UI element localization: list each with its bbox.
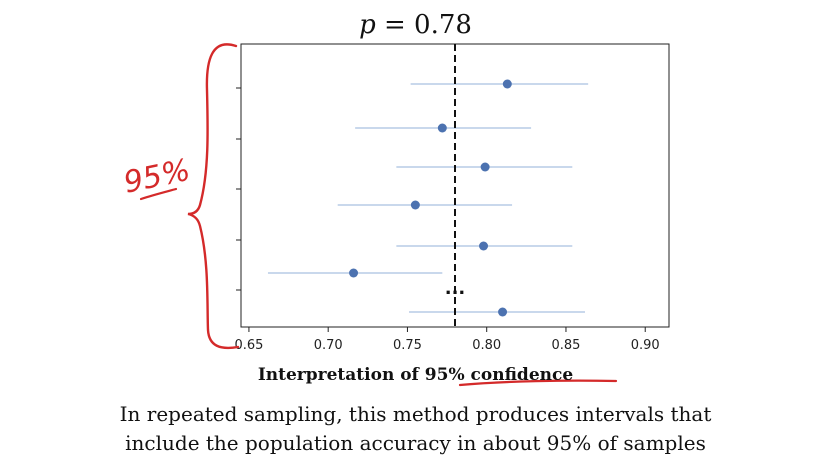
point-estimate — [410, 200, 420, 210]
x-tick-label: 0.85 — [551, 338, 580, 353]
x-tick-label: 0.90 — [631, 338, 660, 353]
point-estimate — [498, 307, 508, 317]
point-estimate — [479, 241, 489, 251]
caption-underline — [458, 379, 618, 387]
caption-highlight: 95% confidence — [424, 365, 574, 385]
explanation-line-1: In repeated sampling, this method produc… — [119, 402, 712, 426]
y-ticks — [236, 87, 241, 291]
point-layer — [349, 79, 512, 317]
brace-annotation — [187, 43, 240, 350]
x-tick-label: 0.80 — [472, 338, 501, 353]
x-tick-label: 0.70 — [314, 338, 343, 353]
point-estimate — [349, 268, 359, 278]
point-estimate — [502, 79, 512, 89]
title-variable: p — [359, 10, 376, 40]
x-ticks: 0.65 0.70 0.75 0.80 0.85 0.90 — [234, 327, 660, 353]
x-tick-label: 0.65 — [234, 338, 263, 353]
title-value: = 0.78 — [375, 10, 472, 40]
plot-title: p = 0.78 — [0, 10, 831, 40]
ellipsis-label: ... — [445, 278, 466, 299]
point-estimate — [437, 123, 447, 133]
interval-layer — [267, 83, 589, 313]
explanation-text: In repeated sampling, this method produc… — [0, 400, 831, 458]
handwritten-underline — [139, 187, 178, 201]
explanation-line-2: include the population accuracy in about… — [125, 431, 706, 455]
point-estimate — [480, 162, 490, 172]
interpretation-caption: Interpretation of 95% confidence — [0, 365, 831, 385]
x-tick-label: 0.75 — [393, 338, 422, 353]
caption-prefix: Interpretation of — [257, 365, 425, 385]
